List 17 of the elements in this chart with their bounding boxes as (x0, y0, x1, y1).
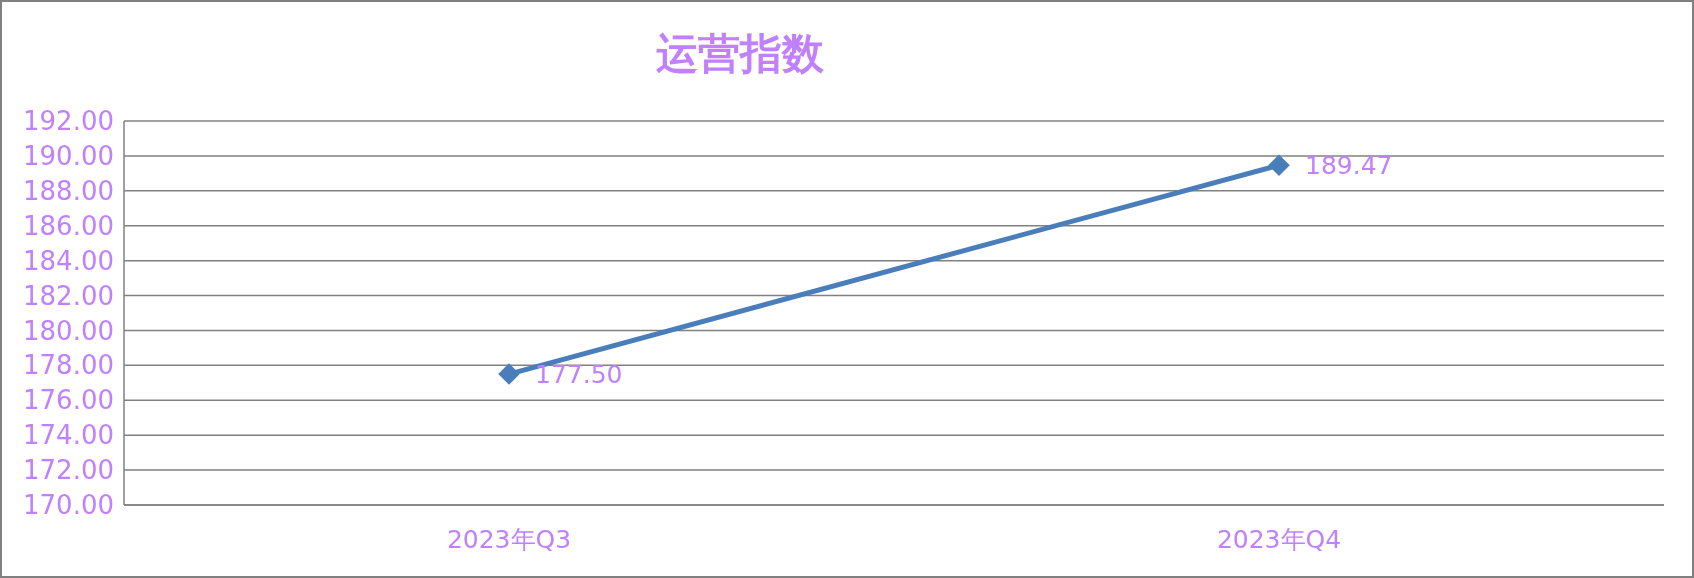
y-tick-label: 176.00 (23, 385, 114, 416)
y-tick-label: 190.00 (23, 141, 114, 172)
text: 189.47 (1305, 150, 1393, 180)
y-tick-label: 174.00 (23, 420, 114, 451)
y-tick-label: 170.00 (23, 490, 114, 521)
y-tick-label: 186.00 (23, 210, 114, 241)
chart-title: 运营指数 (656, 29, 825, 78)
text: 177.50 (535, 359, 623, 389)
y-tick-label: 180.00 (23, 315, 114, 346)
x-tick-label: 2023年Q4 (1216, 525, 1342, 554)
y-tick-label: 188.00 (23, 175, 114, 206)
x-tick-label: 2023年Q3 (446, 525, 572, 554)
y-tick-label: 172.00 (23, 455, 114, 486)
y-tick-label: 184.00 (23, 245, 114, 276)
y-tick-label: 182.00 (23, 280, 114, 311)
y-tick-label: 178.00 (23, 350, 114, 381)
y-tick-label: 192.00 (23, 106, 114, 137)
